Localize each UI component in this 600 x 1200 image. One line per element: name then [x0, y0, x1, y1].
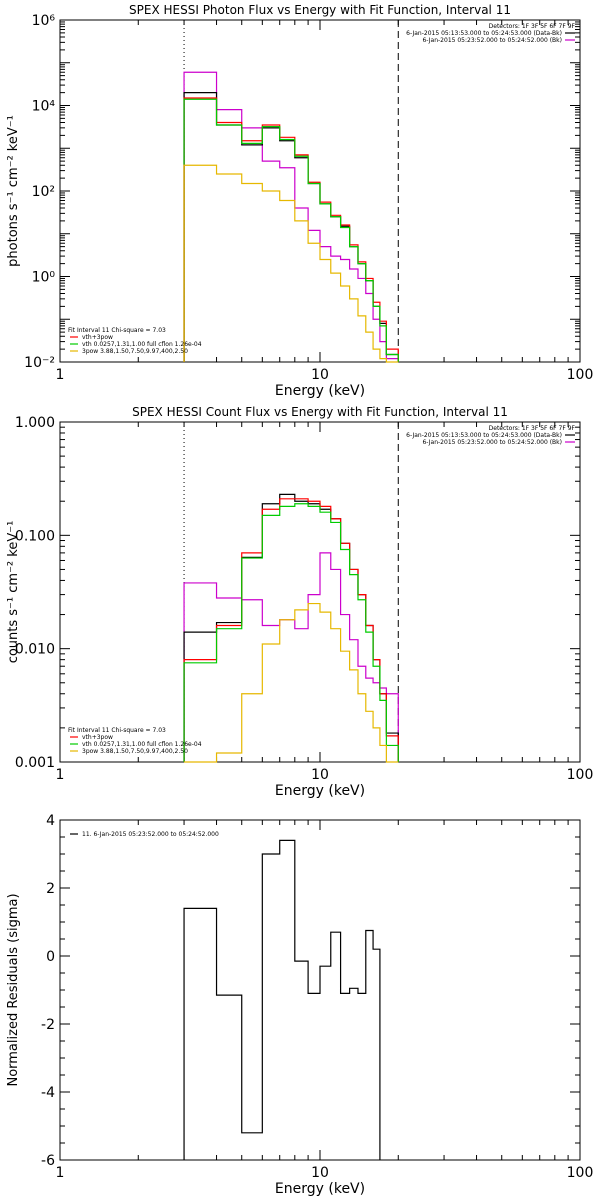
y-tick-label: 10⁶	[32, 13, 56, 29]
legend-header: Fit Interval 11 Chi-square = 7.03	[68, 727, 166, 734]
y-axis-label: Normalized Residuals (sigma)	[6, 893, 21, 1086]
x-tick-label: 1	[56, 367, 65, 383]
series-green-step-line	[183, 503, 399, 762]
y-tick-label: 10⁻²	[24, 355, 55, 371]
chart-title: SPEX HESSI Photon Flux vs Energy with Fi…	[129, 3, 511, 17]
series-magenta-step-line	[183, 71, 399, 362]
x-tick-label: 100	[567, 767, 594, 783]
x-axis-label: Energy (keV)	[275, 383, 365, 399]
legend-entry: vth+3pow	[82, 734, 113, 741]
x-tick-label: 10	[311, 767, 329, 783]
legend-entry: 11. 6-Jan-2015 05:23:52.000 to 05:24:52.…	[82, 831, 219, 838]
x-axis-label: Energy (keV)	[275, 783, 365, 799]
y-tick-label: -6	[41, 1153, 55, 1169]
time-range-label: 6-Jan-2015 05:23:52.000 to 05:24:52.000 …	[422, 37, 562, 44]
y-tick-label: 0	[46, 949, 55, 965]
y-tick-label: 4	[46, 813, 55, 829]
y-axis-label: counts s⁻¹ cm⁻² keV⁻¹	[6, 521, 21, 664]
chart-title: SPEX HESSI Count Flux vs Energy with Fit…	[132, 405, 508, 419]
x-tick-label: 10	[311, 1165, 329, 1181]
y-tick-label: 0.010	[15, 642, 55, 658]
x-tick-label: 1	[56, 767, 65, 783]
x-axis-label: Energy (keV)	[275, 1181, 365, 1197]
series-black-step-line	[183, 839, 381, 1160]
legend-header: Fit Interval 11 Chi-square = 7.03	[68, 327, 166, 334]
x-tick-label: 100	[567, 367, 594, 383]
y-tick-label: 2	[46, 881, 55, 897]
legend-entry: 3pow 3.88,1.50,7.50,9.97,400,2.50	[82, 348, 188, 355]
series-yellow-step-line	[184, 602, 399, 763]
y-tick-label: 10⁰	[32, 270, 56, 286]
legend-entry: vth 0.0257,1.31,1.00 full cflon 1.26e-04	[82, 741, 202, 748]
y-tick-label: 0.100	[15, 528, 55, 544]
y-tick-label: 0.001	[15, 755, 55, 771]
detectors-label: Detectors: 1F 3F 5F 6F 7F 9F	[489, 23, 576, 30]
x-tick-label: 1	[56, 1165, 65, 1181]
time-range-label: 6-Jan-2015 05:13:53.000 to 05:24:53.000 …	[406, 432, 562, 439]
y-axis-label: photons s⁻¹ cm⁻² keV⁻¹	[6, 115, 21, 267]
y-tick-label: 10⁴	[32, 99, 56, 115]
x-tick-label: 100	[567, 1165, 594, 1181]
y-tick-label: 1.000	[15, 415, 55, 431]
y-tick-label: -4	[41, 1085, 55, 1101]
x-tick-label: 10	[311, 367, 329, 383]
legend-entry: vth+3pow	[82, 334, 113, 341]
legend-entry: vth 0.0257,1.31,1.00 full cflon 1.26e-04	[82, 341, 202, 348]
time-range-label: 6-Jan-2015 05:13:53.000 to 05:24:53.000 …	[406, 30, 562, 37]
series-yellow-step-line	[183, 164, 399, 363]
series-green-step-line	[183, 98, 399, 362]
legend-entry: 3pow 3.88,1.50,7.50,9.97,400,2.50	[82, 748, 188, 755]
y-tick-label: -2	[41, 1017, 55, 1033]
time-range-label: 6-Jan-2015 05:23:52.000 to 05:24:52.000 …	[422, 439, 562, 446]
y-tick-label: 10²	[32, 184, 55, 200]
detectors-label: Detectors: 1F 3F 5F 6F 7F 9F	[489, 425, 576, 432]
series-magenta-step-line	[183, 552, 399, 762]
